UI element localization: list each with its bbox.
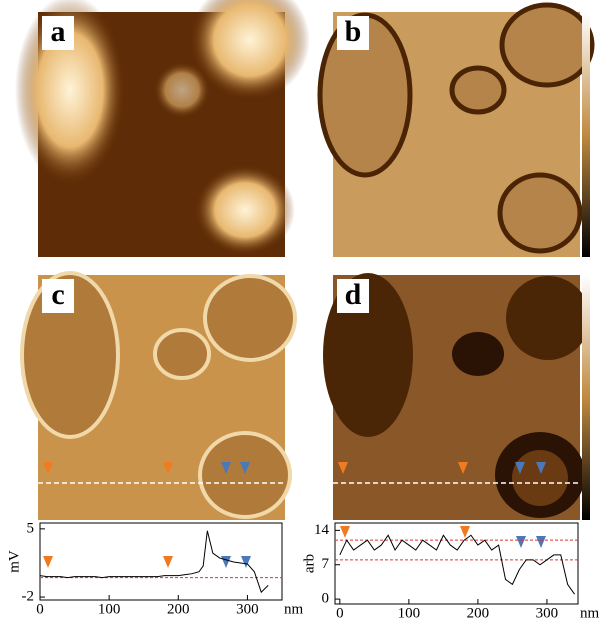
marker — [163, 556, 173, 568]
panel-label-box — [42, 16, 74, 50]
x-axis-label: nm — [580, 605, 600, 621]
plot-frame — [39, 522, 283, 601]
x-tick-label: 200 — [167, 601, 190, 617]
y-axis-label: mV — [6, 550, 22, 573]
plot-frame — [334, 522, 579, 605]
image-d — [323, 273, 590, 520]
data-line — [39, 530, 269, 594]
panel-label: a — [51, 15, 66, 48]
y-axis-label: arb — [301, 554, 317, 573]
y-tick-label: -2 — [22, 589, 35, 605]
marker — [536, 536, 546, 548]
marker — [516, 536, 526, 548]
marker — [340, 526, 350, 538]
y-tick-label: 5 — [27, 520, 35, 536]
panel-label-box — [337, 16, 369, 50]
x-tick-label: 200 — [467, 605, 490, 621]
x-tick-label: 300 — [536, 605, 559, 621]
image-c — [20, 271, 297, 520]
panel-label-box — [337, 279, 369, 313]
marker — [241, 556, 251, 568]
x-tick-label: 0 — [36, 601, 44, 617]
panel-label: d — [345, 278, 362, 311]
image-a — [15, 0, 310, 257]
marker — [460, 526, 470, 538]
y-tick-label: 7 — [322, 556, 330, 572]
panel-label: b — [345, 15, 362, 48]
data-line — [339, 534, 575, 595]
x-tick-label: 0 — [336, 605, 344, 621]
x-tick-label: 100 — [98, 601, 121, 617]
y-tick-label: 0 — [322, 591, 330, 607]
x-tick-label: 300 — [236, 601, 259, 617]
panel-label: c — [51, 278, 64, 311]
marker — [43, 556, 53, 568]
panel-label-box — [42, 279, 74, 313]
x-tick-label: 100 — [398, 605, 421, 621]
y-tick-label: 14 — [314, 522, 330, 538]
x-axis-label: nm — [284, 601, 304, 617]
marker — [221, 556, 231, 568]
image-b — [317, 2, 595, 257]
